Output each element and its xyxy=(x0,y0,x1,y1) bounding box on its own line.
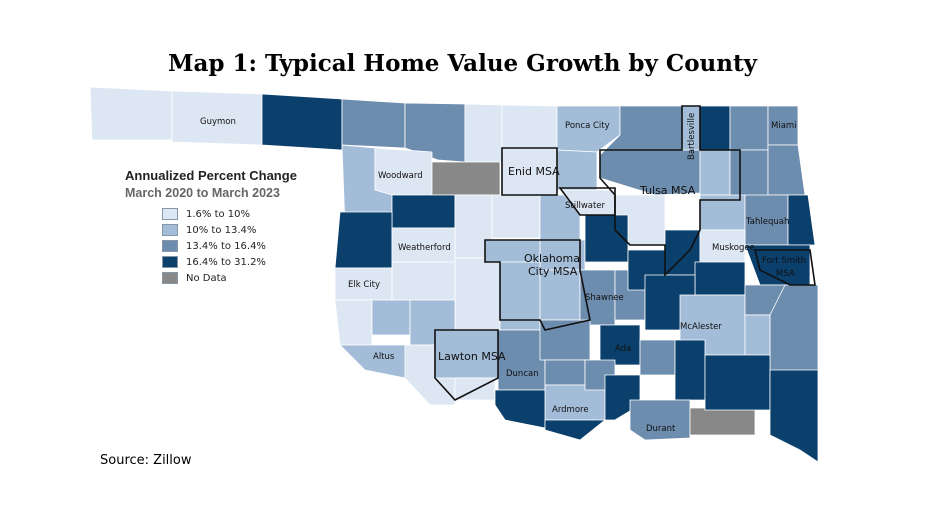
label-durant: Durant xyxy=(646,424,676,434)
legend-title: Annualized Percent Change xyxy=(125,168,297,183)
county-delaware xyxy=(767,144,806,196)
county-woods xyxy=(404,102,466,163)
label-lawton-msa: Lawton MSA xyxy=(438,350,506,363)
county-harmon xyxy=(334,299,373,346)
county-kingfisher xyxy=(491,194,541,239)
tulsa-msa-boundary xyxy=(599,105,741,277)
label-woodward: Woodward xyxy=(378,171,423,181)
label-bartlesville: Bartlesville xyxy=(687,113,697,160)
label-stillwater: Stillwater xyxy=(565,201,606,211)
county-alfalfa xyxy=(464,103,503,163)
label-okc-line1: Oklahoma xyxy=(524,252,580,265)
label-altus: Altus xyxy=(373,352,395,362)
legend-swatch xyxy=(162,272,178,284)
legend-item: 1.6% to 10% xyxy=(162,206,297,222)
map-title: Map 1: Typical Home Value Growth by Coun… xyxy=(168,50,757,77)
county-adair xyxy=(787,194,816,246)
county-beaver xyxy=(261,93,343,151)
county-love xyxy=(544,419,607,441)
label-ada: Ada xyxy=(615,344,631,354)
county-roger-mills xyxy=(334,211,393,269)
county-bryan-durant xyxy=(629,399,691,441)
county-harper xyxy=(341,98,406,149)
county-lincoln xyxy=(584,214,629,263)
label-ardmore: Ardmore xyxy=(552,405,589,415)
enid-msa-boundary xyxy=(501,147,558,196)
county-noble xyxy=(556,149,598,191)
county-major-nodata xyxy=(431,161,501,196)
label-weatherford: Weatherford xyxy=(398,243,451,253)
legend-item: 13.4% to 16.4% xyxy=(162,238,297,254)
fort-smith-msa-boundary xyxy=(753,249,816,286)
label-shawnee: Shawnee xyxy=(585,293,624,303)
county-caddo xyxy=(454,257,501,331)
county-nowata xyxy=(699,105,731,151)
label-tahlequah: Tahlequah xyxy=(745,217,789,227)
legend-label: 16.4% to 31.2% xyxy=(186,256,266,268)
lawton-msa-boundary xyxy=(434,329,499,401)
county-grant xyxy=(501,104,558,149)
label-fort-smith-line1: Fort Smith xyxy=(762,256,806,266)
legend-swatch xyxy=(162,240,178,252)
county-greer xyxy=(371,299,411,336)
legend-item: 10% to 13.4% xyxy=(162,222,297,238)
label-enid-msa: Enid MSA xyxy=(508,165,560,178)
county-coal xyxy=(639,339,676,376)
legend-swatch xyxy=(162,224,178,236)
county-choctaw-nodata xyxy=(689,407,756,436)
county-latimer xyxy=(744,314,771,356)
county-mccurtain xyxy=(769,369,819,463)
oklahoma-city-msa-boundary xyxy=(484,239,591,331)
label-fort-smith-line2: MSA xyxy=(776,269,795,279)
legend-item: No Data xyxy=(162,270,297,286)
legend-label: 1.6% to 10% xyxy=(186,208,251,220)
county-mcintosh xyxy=(694,261,746,296)
legend-swatch xyxy=(162,208,178,220)
label-guymon: Guymon xyxy=(200,117,236,127)
county-atoka xyxy=(674,339,706,401)
legend: Annualized Percent Change March 2020 to … xyxy=(125,168,297,286)
label-ponca-city: Ponca City xyxy=(565,121,610,131)
legend-label: No Data xyxy=(186,272,227,284)
county-kay xyxy=(556,105,621,153)
county-craig xyxy=(729,105,769,151)
legend-subtitle: March 2020 to March 2023 xyxy=(125,186,280,200)
legend-item: 16.4% to 31.2% xyxy=(162,254,297,270)
legend-label: 13.4% to 16.4% xyxy=(186,240,266,252)
source-note: Source: Zillow xyxy=(100,453,192,468)
county-dewey xyxy=(391,194,456,229)
county-washita xyxy=(391,261,456,301)
county-jefferson xyxy=(494,389,546,429)
label-miami: Miami xyxy=(771,121,797,131)
county-pushmataha xyxy=(704,354,771,411)
label-okc-line2: City MSA xyxy=(528,265,578,278)
label-muskogee: Muskogee xyxy=(712,243,755,253)
county-rogers xyxy=(699,149,731,196)
legend-label: 10% to 13.4% xyxy=(186,224,257,236)
label-tulsa-msa: Tulsa MSA xyxy=(639,184,696,197)
county-murray xyxy=(544,359,586,386)
legend-swatch xyxy=(162,256,178,268)
label-duncan: Duncan xyxy=(506,369,539,379)
county-cimarron xyxy=(89,86,173,141)
label-mcalester: McAlester xyxy=(680,322,722,332)
label-elk-city: Elk City xyxy=(348,280,380,290)
